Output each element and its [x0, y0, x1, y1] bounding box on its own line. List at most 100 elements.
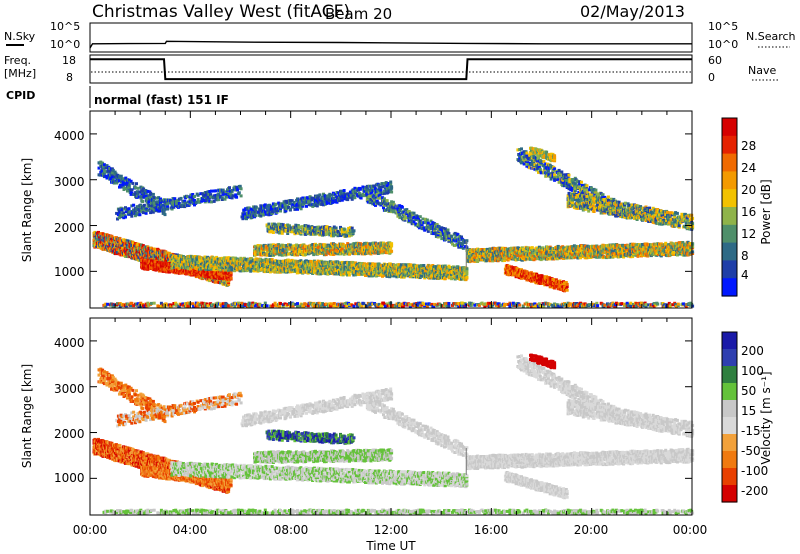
- power-echo-cell: [307, 270, 311, 274]
- power-echo-cell: [146, 208, 150, 212]
- power-echo-cell: [336, 266, 340, 270]
- power-echo-cell: [291, 205, 295, 209]
- power-echo-cell: [268, 266, 272, 270]
- power-echo-cell: [310, 264, 314, 268]
- power-echo-cell: [224, 192, 228, 195]
- power-echo-cell: [140, 243, 144, 247]
- power-echo-cell: [265, 245, 269, 249]
- power-echo-cell: [128, 210, 132, 214]
- power-echo-cell: [142, 193, 146, 197]
- power-echo-cell: [144, 191, 148, 195]
- power-echo-cell: [188, 197, 192, 201]
- power-echo-cell: [288, 202, 292, 206]
- power-echo-cell: [113, 170, 117, 174]
- power-echo-cell: [303, 266, 306, 270]
- date-label: 02/May/2013: [580, 2, 685, 21]
- power-echo-cell: [116, 213, 120, 217]
- power-echo-cell: [241, 212, 245, 216]
- power-echo-cell: [298, 250, 302, 254]
- power-echo-cell: [271, 245, 274, 248]
- power-echo-cell: [351, 261, 355, 264]
- power-echo-cell: [295, 245, 299, 249]
- power-echo-cell: [121, 246, 125, 250]
- power-echo-cell: [184, 201, 188, 205]
- power-echo-cell: [324, 197, 328, 201]
- power-echo-cell: [420, 267, 424, 271]
- power-echo-cell: [285, 269, 289, 273]
- power-echo-cell: [150, 202, 153, 205]
- power-echo-cell: [132, 241, 135, 245]
- power-echo-cell: [296, 197, 299, 201]
- power-echo-cell: [268, 254, 272, 257]
- power-echo-cell: [115, 181, 119, 185]
- power-echo-cell: [188, 202, 192, 206]
- power-echo-cell: [274, 259, 278, 263]
- power-echo-cell: [352, 273, 356, 277]
- power-echo-cell: [349, 194, 353, 198]
- power-echo-cell: [103, 170, 107, 174]
- power-echo-cell: [283, 266, 287, 270]
- power-echo-cell: [330, 193, 334, 197]
- power-echo-cell: [268, 203, 272, 207]
- power-echo-cell: [309, 259, 313, 263]
- power-echo-cell: [375, 269, 379, 273]
- power-echo-cell: [290, 250, 294, 253]
- power-echo-cell: [444, 269, 448, 273]
- power-echo-cell: [142, 203, 146, 207]
- power-echo-cell: [284, 209, 288, 213]
- power-echo-cell: [219, 281, 222, 285]
- power-echo-cell: [111, 178, 115, 182]
- power-echo-cell: [214, 189, 218, 193]
- power-echo-cell: [152, 196, 156, 200]
- power-echo-cell: [106, 244, 110, 248]
- power-echo-cell: [120, 177, 124, 181]
- power-echo-cell: [136, 192, 140, 196]
- power-echo-cell: [327, 244, 331, 248]
- power-echo-cell: [431, 270, 435, 274]
- power-echo-cell: [347, 261, 351, 264]
- power-echo-cell: [143, 207, 147, 211]
- power-echo-cell: [380, 241, 384, 245]
- power-echo-cell: [281, 251, 285, 255]
- power-echo-cell: [210, 195, 213, 199]
- power-echo-cell: [114, 236, 118, 240]
- power-echo-cell: [137, 207, 141, 211]
- power-echo-cell: [254, 251, 258, 255]
- power-echo-cell: [328, 195, 332, 199]
- power-echo-cell: [183, 205, 187, 209]
- power-echo-cell: [343, 193, 347, 197]
- power-echo-cell: [263, 203, 267, 207]
- power-echo-cell: [355, 269, 358, 273]
- power-echo-cell: [283, 203, 287, 207]
- power-echo-cell: [447, 264, 451, 268]
- power-echo-cell: [153, 204, 157, 207]
- power-echo-cell: [222, 262, 226, 266]
- power-echo-cell: [145, 196, 149, 200]
- power-echo-cell: [127, 178, 131, 182]
- power-echo-cell: [203, 255, 207, 259]
- power-echo-cell: [272, 266, 276, 270]
- power-echo-cell: [230, 265, 234, 269]
- power-echo-cell: [363, 272, 367, 276]
- cpid-label: CPID: [6, 89, 35, 102]
- power-echo-cell: [93, 230, 97, 234]
- power-echo-cell: [311, 272, 315, 275]
- power-echo-cell: [357, 252, 360, 256]
- power-echo-cell: [115, 211, 119, 215]
- power-echo-cell: [139, 185, 143, 189]
- power-echo-cell: [315, 261, 319, 265]
- power-echo-cell: [347, 249, 351, 253]
- power-echo-cell: [293, 207, 297, 211]
- power-echo-cell: [121, 184, 125, 187]
- power-echo-cell: [231, 256, 235, 260]
- power-echo-cell: [217, 192, 221, 196]
- power-echo-cell: [371, 274, 375, 278]
- power-echo-cell: [117, 216, 121, 220]
- power-echo-cell: [275, 209, 279, 213]
- power-echo-cell: [373, 262, 377, 266]
- power-echo-cell: [190, 199, 194, 203]
- power-echo-cell: [105, 164, 109, 168]
- power-echo-cell: [259, 207, 263, 211]
- power-echo-cell: [155, 196, 159, 200]
- power-echo-cell: [104, 174, 108, 178]
